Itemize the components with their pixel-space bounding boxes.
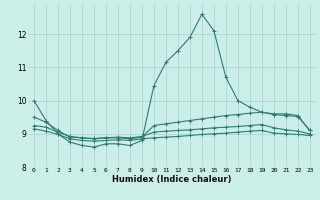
X-axis label: Humidex (Indice chaleur): Humidex (Indice chaleur) xyxy=(112,175,232,184)
